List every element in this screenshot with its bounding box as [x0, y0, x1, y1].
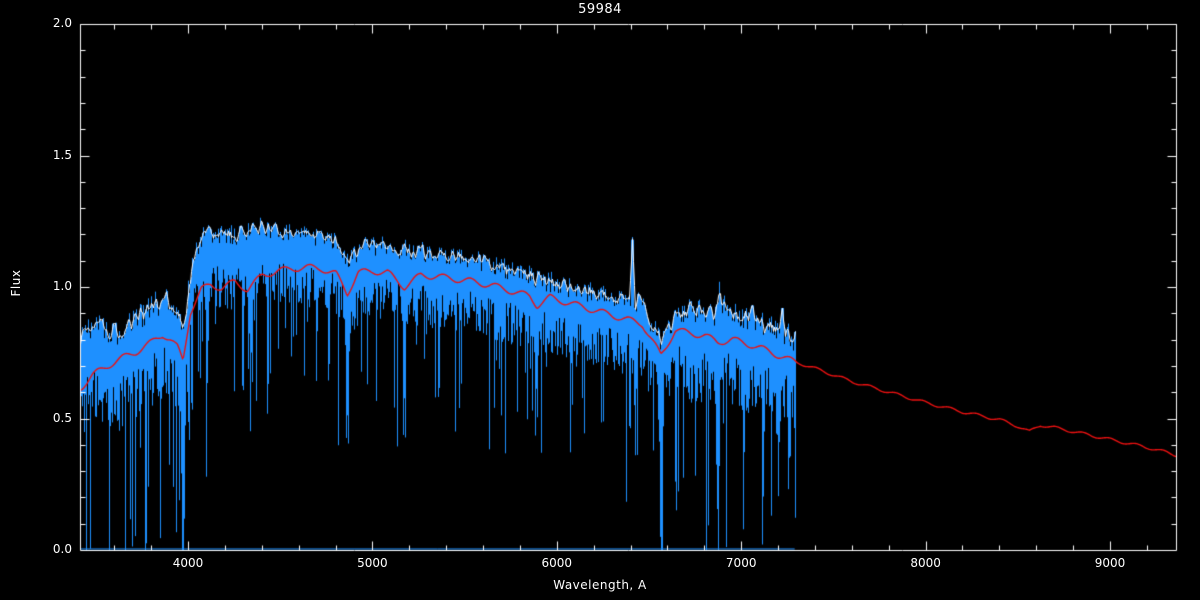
spectrum-plot-root: 59984 Wavelength, A Flux 4000 5000 6000 700… — [0, 0, 1200, 600]
spectrum-canvas — [0, 0, 1200, 600]
